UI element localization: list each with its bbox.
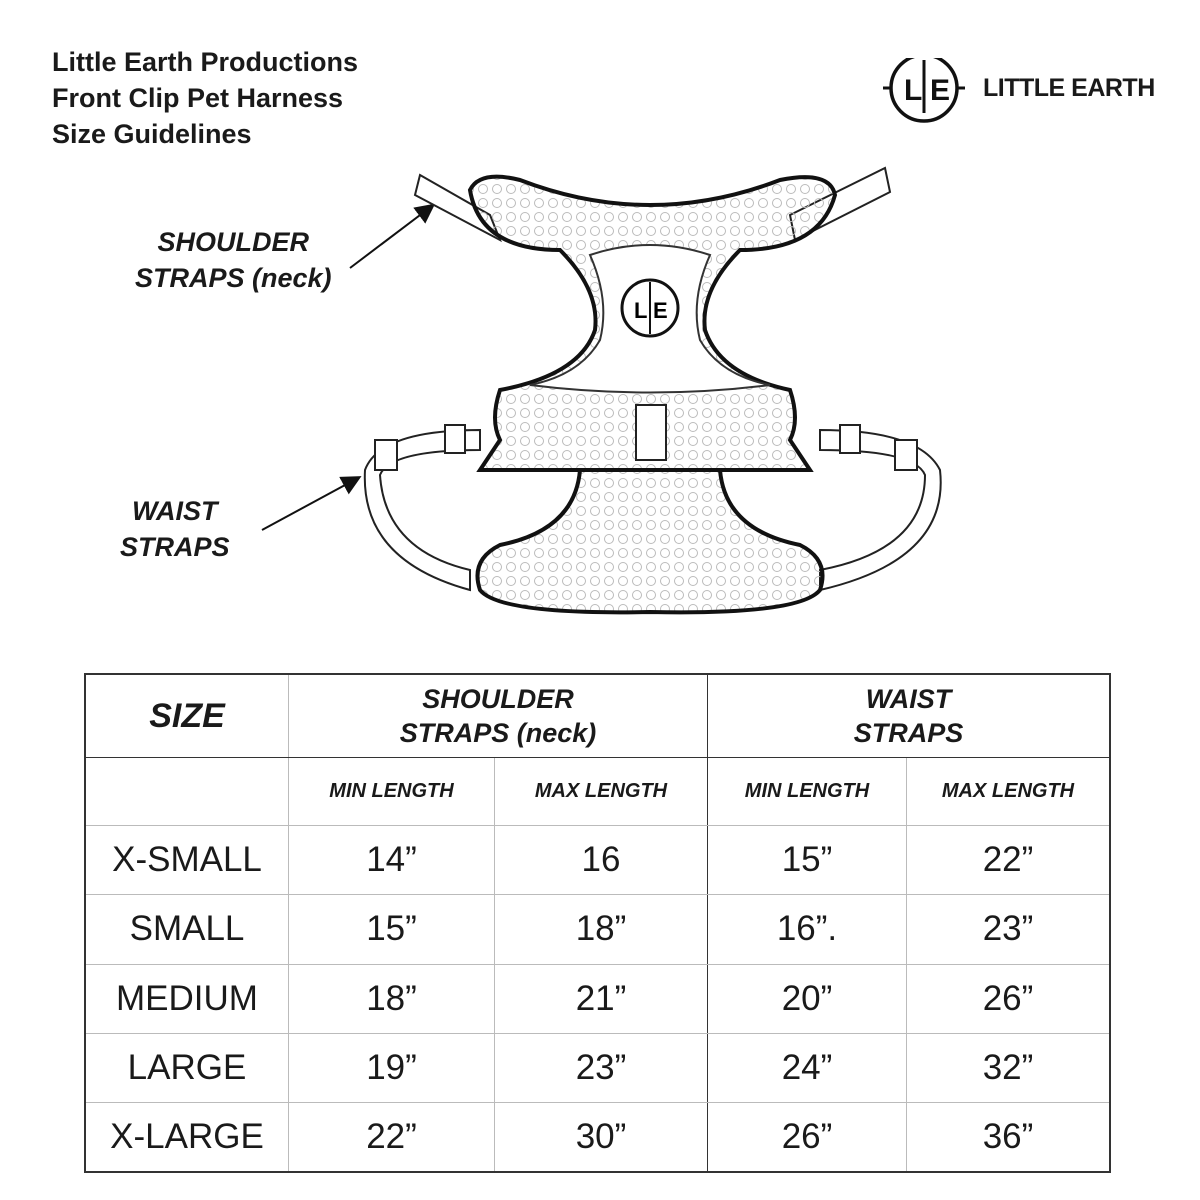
table-row: SMALL 15” 18” 16”. 23” <box>84 894 1111 965</box>
empty-cell <box>84 757 289 827</box>
value-cell: 36” <box>906 1101 1111 1173</box>
table-row: MEDIUM 18” 21” 20” 26” <box>84 963 1111 1034</box>
size-header: SIZE <box>84 673 289 759</box>
little-earth-logo-icon: L E <box>883 58 965 123</box>
table-header-row: SIZE SHOULDER STRAPS (neck) WAIST STRAPS <box>84 673 1111 759</box>
column-header: MIN LENGTH <box>707 757 907 827</box>
page-title: Little Earth Productions Front Clip Pet … <box>52 44 358 152</box>
callout-line: STRAPS (neck) <box>135 263 332 293</box>
value-cell: 23” <box>906 894 1111 965</box>
value-cell: 15” <box>707 825 907 896</box>
title-line: Size Guidelines <box>52 119 252 149</box>
size-chart-table: SIZE SHOULDER STRAPS (neck) WAIST STRAPS… <box>84 673 1111 1173</box>
table-row: X-LARGE 22” 30” 26” 36” <box>84 1101 1111 1173</box>
callout-line: STRAPS <box>120 532 230 562</box>
value-cell: 16”. <box>707 894 907 965</box>
value-cell: 18” <box>494 894 708 965</box>
value-cell: 30” <box>494 1101 708 1173</box>
header-line: WAIST <box>865 684 952 715</box>
value-cell: 19” <box>288 1032 495 1103</box>
value-cell: 26” <box>707 1101 907 1173</box>
title-line: Little Earth Productions <box>52 47 359 77</box>
callout-line: WAIST <box>132 496 218 526</box>
table-subheader-row: MIN LENGTH MAX LENGTH MIN LENGTH MAX LEN… <box>84 757 1111 827</box>
size-cell: SMALL <box>84 894 289 965</box>
shoulder-straps-header: SHOULDER STRAPS (neck) <box>288 673 708 759</box>
svg-text:E: E <box>653 298 668 323</box>
callout-line: SHOULDER <box>157 227 310 257</box>
title-line: Front Clip Pet Harness <box>52 83 344 113</box>
table-row: LARGE 19” 23” 24” 32” <box>84 1032 1111 1103</box>
header-line: STRAPS (neck) <box>399 718 597 749</box>
waist-straps-header: WAIST STRAPS <box>707 673 1111 759</box>
value-cell: 24” <box>707 1032 907 1103</box>
shoulder-arrow <box>349 203 436 269</box>
value-cell: 20” <box>707 963 907 1034</box>
table-row: X-SMALL 14” 16 15” 22” <box>84 825 1111 896</box>
column-header: MAX LENGTH <box>494 757 708 827</box>
svg-text:L: L <box>634 298 647 323</box>
value-cell: 23” <box>494 1032 708 1103</box>
value-cell: 26” <box>906 963 1111 1034</box>
column-header: MAX LENGTH <box>906 757 1111 827</box>
waist-callout: WAIST STRAPS <box>120 493 230 565</box>
column-header: MIN LENGTH <box>288 757 495 827</box>
value-cell: 21” <box>494 963 708 1034</box>
size-cell: LARGE <box>84 1032 289 1103</box>
size-cell: MEDIUM <box>84 963 289 1034</box>
value-cell: 32” <box>906 1032 1111 1103</box>
waist-arrow <box>261 476 362 531</box>
svg-text:E: E <box>930 74 950 107</box>
value-cell: 18” <box>288 963 495 1034</box>
svg-text:L: L <box>904 74 922 107</box>
brand-name: LITTLE EARTH <box>983 74 1155 102</box>
size-cell: X-LARGE <box>84 1101 289 1173</box>
value-cell: 15” <box>288 894 495 965</box>
value-cell: 14” <box>288 825 495 896</box>
harness-diagram: L E <box>261 166 942 615</box>
header-line: SHOULDER <box>422 684 574 715</box>
value-cell: 22” <box>906 825 1111 896</box>
value-cell: 16 <box>494 825 708 896</box>
value-cell: 22” <box>288 1101 495 1173</box>
size-cell: X-SMALL <box>84 825 289 896</box>
shoulder-callout: SHOULDER STRAPS (neck) <box>135 224 332 296</box>
header-line: STRAPS <box>853 718 964 749</box>
